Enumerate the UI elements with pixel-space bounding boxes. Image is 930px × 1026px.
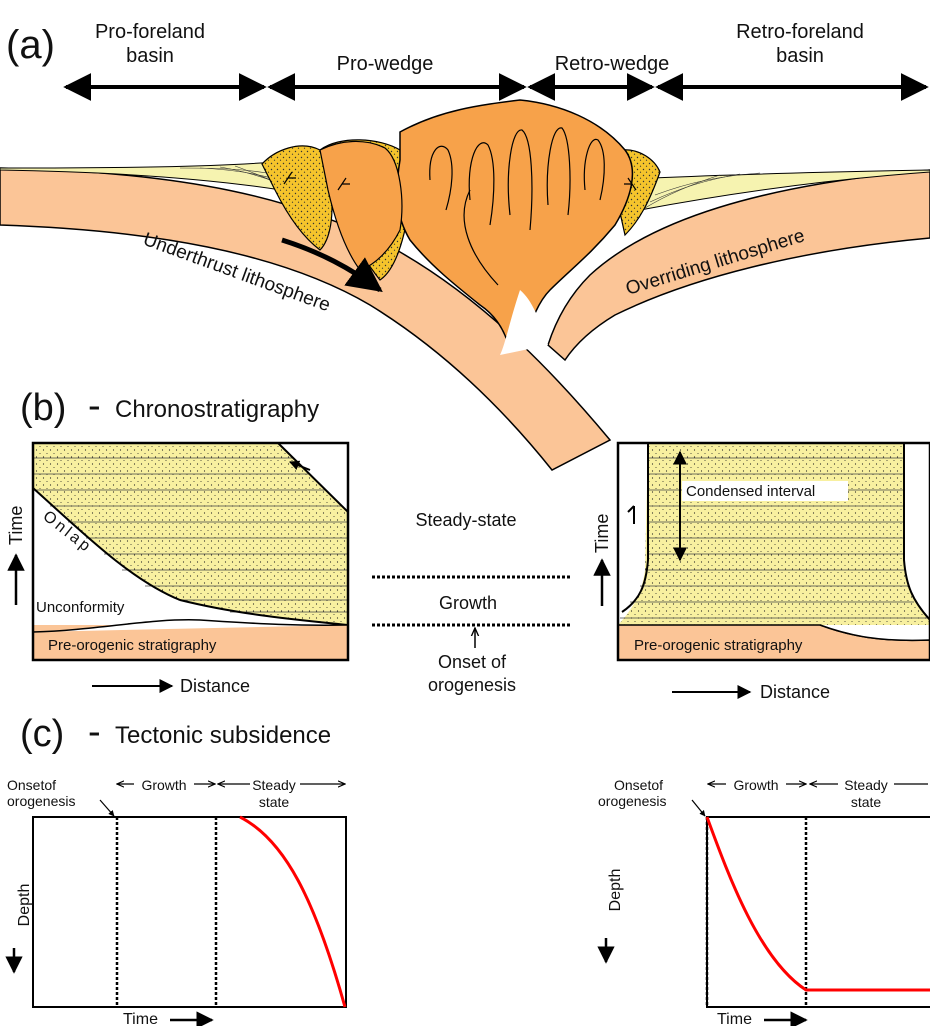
thrust-indicators bbox=[283, 171, 637, 191]
pro-foreland-label: Pro-foreland bbox=[95, 21, 205, 43]
slab-gap bbox=[500, 290, 548, 355]
pro-wedge-thrust-sheet bbox=[319, 140, 403, 271]
pro-wedge-sediment-outer bbox=[261, 145, 333, 251]
chrono-left-onlap-surface bbox=[32, 487, 349, 626]
left-basement-label: Pre-orogenic stratigraphy bbox=[48, 637, 217, 654]
panel-b: (b) - Chronostratigraphy Onlap Unconfo bbox=[6, 385, 930, 702]
right-time-axis-label: Time bbox=[717, 1011, 752, 1026]
onset-label: Onset of bbox=[438, 652, 507, 672]
right-subsidence-curve bbox=[705, 816, 930, 992]
subsidence-left: Onsetof orogenesis Growth Steady state D… bbox=[5, 775, 347, 1026]
retro-wedge-label: Retro-wedge bbox=[555, 53, 670, 75]
left-distance-label: Distance bbox=[180, 676, 250, 696]
chrono-left-strata bbox=[33, 443, 348, 625]
panel-b-title: Chronostratigraphy bbox=[115, 396, 319, 423]
right-basement-label: Pre-orogenic stratigraphy bbox=[634, 637, 803, 654]
panel-a: (a) Pro-foreland basin Pro-wedge Retro-w… bbox=[0, 21, 930, 471]
left-depth-label: Depth bbox=[16, 884, 33, 927]
right-subsidence-frame bbox=[706, 816, 930, 1008]
left-onset-label: Onsetof bbox=[7, 777, 56, 793]
panel-c-dash: - bbox=[88, 711, 101, 753]
retro-foreland-label-2: basin bbox=[776, 45, 824, 67]
unconformity-label: Unconformity bbox=[36, 599, 125, 616]
steady-state-label: Steady-state bbox=[415, 510, 516, 530]
right-depth-label: Depth bbox=[607, 869, 624, 912]
retro-foreland-label: Retro-foreland bbox=[736, 21, 864, 43]
growth-label: Growth bbox=[439, 593, 497, 613]
right-onset-label: Onsetof bbox=[614, 777, 663, 793]
left-onset-label-2: orogenesis bbox=[7, 793, 76, 809]
left-steady-label-2: state bbox=[259, 794, 290, 810]
left-growth-label: Growth bbox=[141, 777, 186, 793]
left-time-label: Time bbox=[6, 506, 26, 545]
wedge-folds bbox=[429, 127, 605, 286]
retro-foreland-strata bbox=[644, 172, 761, 209]
panel-a-letter: (a) bbox=[6, 23, 55, 67]
orogenic-wedge-core bbox=[396, 99, 634, 351]
right-distance-label: Distance bbox=[760, 682, 830, 702]
panel-b-letter: (b) bbox=[20, 387, 66, 429]
chrono-right-margin-left bbox=[621, 443, 649, 613]
chrono-legend: Steady-state Growth Onset of orogenesis bbox=[372, 510, 570, 695]
thrust-arrow-left bbox=[289, 460, 311, 471]
underthrust-direction-arrow bbox=[281, 237, 383, 293]
chrono-left: Onlap Unconformity Pre-orogenic stratigr… bbox=[6, 441, 350, 696]
pro-foreland-label-2: basin bbox=[126, 45, 174, 67]
right-growth-label: Growth bbox=[733, 777, 778, 793]
left-steady-label: Steady bbox=[252, 777, 296, 793]
chrono-right-margin-right bbox=[903, 443, 930, 621]
chrono-right: Condensed interval Pre-orogenic stratigr… bbox=[592, 441, 930, 702]
right-steady-label-2: state bbox=[851, 794, 882, 810]
panel-c-title: Tectonic subsidence bbox=[115, 722, 331, 749]
left-subsidence-curve bbox=[239, 815, 347, 1008]
right-steady-label: Steady bbox=[844, 777, 888, 793]
panel-c-letter: (c) bbox=[20, 713, 64, 755]
right-onset-label-2: orogenesis bbox=[598, 793, 667, 809]
left-subsidence-frame bbox=[32, 816, 347, 1008]
chrono-left-timelines bbox=[33, 457, 348, 613]
onset-label-2: orogenesis bbox=[428, 675, 516, 695]
panel-b-dash: - bbox=[88, 385, 101, 427]
subsidence-right: Onsetof orogenesis Growth Steady state D… bbox=[597, 775, 930, 1026]
condensed-interval-label: Condensed interval bbox=[686, 483, 815, 500]
right-time-label: Time bbox=[592, 514, 612, 553]
panel-c: (c) - Tectonic subsidence Onsetof orogen… bbox=[5, 711, 930, 1026]
pro-wedge-label: Pro-wedge bbox=[337, 53, 434, 75]
left-time-axis-label: Time bbox=[123, 1011, 158, 1026]
